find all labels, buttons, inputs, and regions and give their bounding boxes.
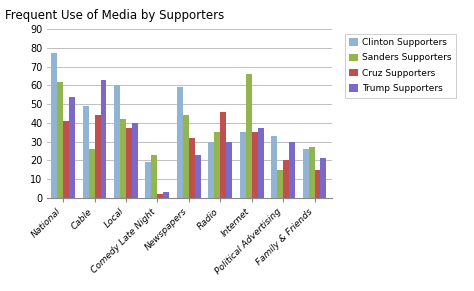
Bar	[183, 115, 189, 198]
Bar	[114, 85, 120, 198]
Bar	[89, 149, 94, 198]
Bar	[69, 97, 75, 198]
Text: Frequent Use of Media by Supporters: Frequent Use of Media by Supporters	[5, 9, 224, 22]
Bar	[309, 147, 315, 198]
Bar	[120, 119, 126, 198]
Bar	[126, 129, 132, 198]
Bar	[151, 155, 157, 198]
Bar	[189, 138, 195, 198]
Bar	[100, 80, 107, 198]
Bar	[214, 132, 220, 198]
Bar	[63, 121, 69, 198]
Bar	[51, 54, 57, 198]
Bar	[177, 87, 183, 198]
Bar	[240, 132, 246, 198]
Bar	[246, 74, 252, 198]
Bar	[271, 136, 277, 198]
Bar	[82, 106, 89, 198]
Bar	[220, 112, 226, 198]
Bar	[208, 142, 214, 198]
Legend: Clinton Supporters, Sanders Supporters, Cruz Supporters, Trump Supporters: Clinton Supporters, Sanders Supporters, …	[345, 34, 456, 97]
Bar	[146, 162, 151, 198]
Bar	[132, 123, 138, 198]
Bar	[164, 192, 169, 198]
Bar	[157, 194, 164, 198]
Bar	[315, 170, 320, 198]
Bar	[302, 149, 309, 198]
Bar	[226, 142, 232, 198]
Bar	[283, 160, 289, 198]
Bar	[320, 159, 327, 198]
Bar	[195, 155, 201, 198]
Bar	[289, 142, 295, 198]
Bar	[94, 115, 100, 198]
Bar	[258, 129, 264, 198]
Bar	[252, 132, 258, 198]
Bar	[277, 170, 283, 198]
Bar	[57, 81, 63, 198]
